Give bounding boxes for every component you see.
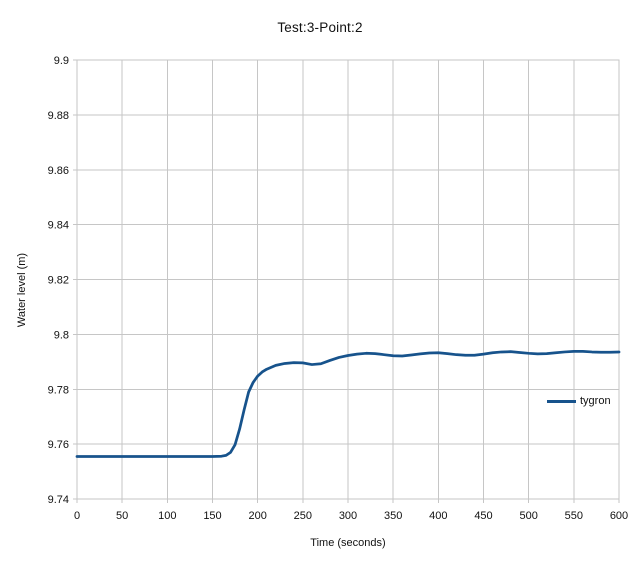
y-tick-label: 9.9 <box>54 55 69 67</box>
x-tick-label: 50 <box>116 510 128 522</box>
y-tick-label: 9.8 <box>54 329 69 341</box>
x-tick-label: 500 <box>519 510 537 522</box>
x-tick-label: 350 <box>384 510 402 522</box>
x-tick-label: 100 <box>158 510 176 522</box>
legend: tygron <box>547 395 611 408</box>
plot-border <box>76 59 620 500</box>
x-tick-label: 150 <box>203 510 221 522</box>
y-tick-label: 9.86 <box>48 165 69 177</box>
legend-label-tygron: tygron <box>580 395 611 407</box>
y-tick-label: 9.76 <box>48 439 69 451</box>
legend-line-sample <box>547 400 576 403</box>
y-axis-title: Water level (m) <box>16 252 28 328</box>
y-tick-label: 9.78 <box>48 384 69 396</box>
y-tick-label: 9.82 <box>48 275 69 287</box>
chart-title: Test:3-Point:2 <box>277 20 363 35</box>
x-tick-label: 600 <box>610 510 628 522</box>
x-tick-label: 200 <box>248 510 266 522</box>
x-tick-label: 400 <box>429 510 447 522</box>
x-tick-label: 550 <box>565 510 583 522</box>
y-tick-label: 9.88 <box>48 110 69 122</box>
x-tick-label: 450 <box>474 510 492 522</box>
x-tick-label: 250 <box>294 510 312 522</box>
series-line-tygron <box>75 350 621 458</box>
y-tick-label: 9.84 <box>48 220 69 232</box>
x-axis-title: Time (seconds) <box>310 537 386 549</box>
x-tick-label: 0 <box>74 510 80 522</box>
y-tick-label: 9.74 <box>48 494 69 506</box>
x-tick-label: 300 <box>339 510 357 522</box>
